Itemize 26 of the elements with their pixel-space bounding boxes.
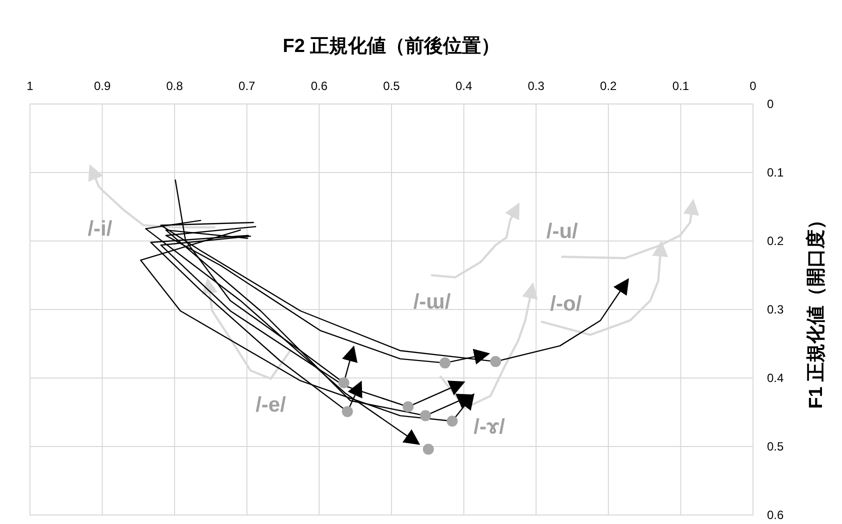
y-tick-label: 0.2	[767, 234, 784, 248]
y-axis-title: F1 正規化値（開口度）	[805, 210, 827, 409]
x-axis-title: F2 正規化値（前後位置）	[282, 35, 500, 57]
x-tick-label: 0.2	[600, 79, 618, 93]
y-tick-label: 0.5	[767, 440, 784, 454]
series-label: /-ɤ/	[474, 416, 506, 439]
y-tick-label: 0	[767, 97, 774, 111]
series-label: /-i/	[88, 218, 112, 241]
x-tick-label: 0.9	[94, 79, 111, 93]
y-tick-label: 0.6	[767, 508, 784, 522]
x-tick-label: 0.6	[310, 79, 328, 93]
series-label: /-u/	[546, 220, 578, 243]
x-tick-label: 0	[750, 79, 757, 93]
x-tick-label: 0.8	[166, 79, 184, 93]
y-tick-label: 0.1	[767, 166, 784, 180]
y-tick-label: 0.3	[767, 302, 784, 316]
x-tick-label: 1	[26, 79, 34, 93]
x-tick-label: 0.5	[383, 79, 400, 93]
series-label: /-e/	[256, 394, 286, 417]
x-tick-label: 0.7	[238, 79, 256, 93]
series-label: /-ɯ/	[413, 290, 451, 314]
y-tick-label: 0.4	[767, 371, 784, 385]
x-tick-label: 0.3	[528, 79, 545, 93]
series-label: /-o/	[550, 292, 582, 316]
x-tick-label: 0.4	[455, 79, 472, 93]
x-tick-label: 0.1	[672, 79, 690, 93]
